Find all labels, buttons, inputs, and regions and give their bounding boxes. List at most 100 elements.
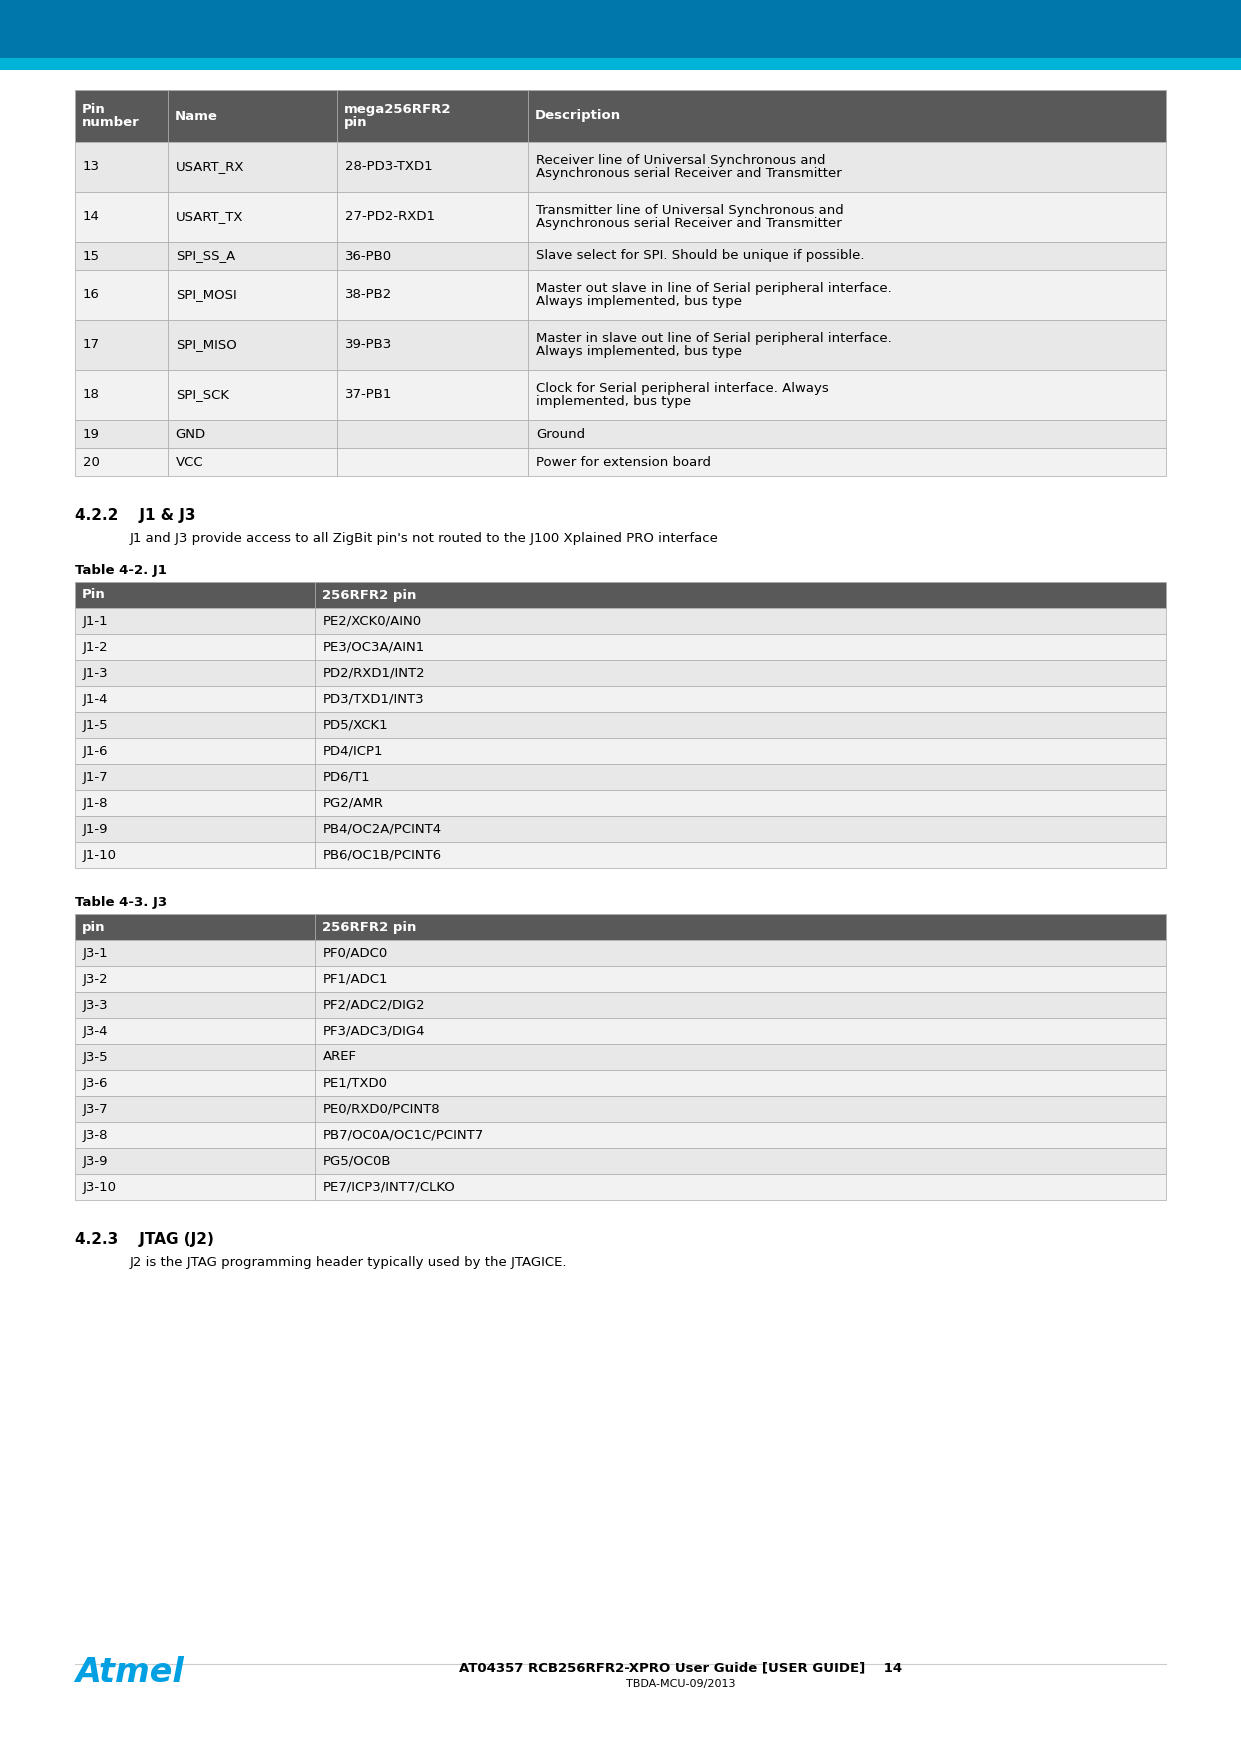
Text: 16: 16 — [83, 288, 99, 302]
Bar — [315, 1044, 1167, 1070]
Text: J3-3: J3-3 — [83, 998, 109, 1012]
Text: J1-1: J1-1 — [83, 614, 109, 628]
Text: PE3/OC3A/AIN1: PE3/OC3A/AIN1 — [323, 640, 426, 654]
Text: PF3/ADC3/DIG4: PF3/ADC3/DIG4 — [323, 1024, 426, 1038]
Bar — [74, 1096, 315, 1123]
Text: 37-PB1: 37-PB1 — [345, 388, 392, 402]
Text: Description: Description — [535, 109, 620, 123]
Bar — [315, 582, 1167, 609]
Text: Atmel: Atmel — [74, 1656, 184, 1689]
Bar — [74, 1173, 315, 1200]
Bar — [74, 1123, 315, 1149]
Text: 39-PB3: 39-PB3 — [345, 339, 392, 351]
Text: PB6/OC1B/PCINT6: PB6/OC1B/PCINT6 — [323, 849, 442, 861]
Bar — [527, 142, 1167, 191]
Bar — [315, 1096, 1167, 1123]
Bar — [315, 816, 1167, 842]
Text: 18: 18 — [83, 388, 99, 402]
Text: 15: 15 — [83, 249, 101, 263]
Bar — [336, 191, 527, 242]
Text: 14: 14 — [83, 210, 99, 223]
Text: 28-PD3-TXD1: 28-PD3-TXD1 — [345, 161, 432, 174]
Bar — [74, 660, 315, 686]
Bar — [315, 1123, 1167, 1149]
Text: J3-4: J3-4 — [83, 1024, 108, 1038]
Bar — [74, 816, 315, 842]
Text: PF1/ADC1: PF1/ADC1 — [323, 972, 388, 986]
Bar — [74, 1149, 315, 1173]
Bar — [168, 89, 336, 142]
Bar — [74, 319, 168, 370]
Text: TBDA-MCU-09/2013: TBDA-MCU-09/2013 — [625, 1679, 735, 1689]
Bar — [74, 191, 168, 242]
Text: Slave select for SPI. Should be unique if possible.: Slave select for SPI. Should be unique i… — [536, 249, 864, 263]
Bar — [527, 89, 1167, 142]
Bar — [527, 370, 1167, 419]
Bar — [315, 940, 1167, 966]
Text: J3-2: J3-2 — [83, 972, 109, 986]
Bar — [527, 447, 1167, 475]
Bar — [74, 447, 168, 475]
Text: J1-3: J1-3 — [83, 667, 109, 679]
Text: Asynchronous serial Receiver and Transmitter: Asynchronous serial Receiver and Transmi… — [536, 217, 841, 230]
Text: Ground: Ground — [536, 428, 585, 440]
Bar — [74, 582, 315, 609]
Bar — [74, 270, 168, 319]
Bar — [315, 738, 1167, 765]
Text: Always implemented, bus type: Always implemented, bus type — [536, 295, 742, 309]
Text: J3-6: J3-6 — [83, 1077, 108, 1089]
Text: Table 4-2. J1: Table 4-2. J1 — [74, 565, 166, 577]
Text: number: number — [82, 116, 140, 130]
Text: Receiver line of Universal Synchronous and: Receiver line of Universal Synchronous a… — [536, 154, 825, 167]
Text: pin: pin — [82, 921, 105, 933]
Text: J1-2: J1-2 — [83, 640, 109, 654]
Text: Clock for Serial peripheral interface. Always: Clock for Serial peripheral interface. A… — [536, 382, 829, 395]
Bar — [0, 58, 1241, 70]
Text: Always implemented, bus type: Always implemented, bus type — [536, 346, 742, 358]
Text: Transmitter line of Universal Synchronous and: Transmitter line of Universal Synchronou… — [536, 203, 844, 217]
Bar — [336, 419, 527, 447]
Text: J1-6: J1-6 — [83, 744, 108, 758]
Text: 20: 20 — [83, 456, 99, 468]
Text: PE7/ICP3/INT7/CLKO: PE7/ICP3/INT7/CLKO — [323, 1180, 455, 1193]
Text: Master out slave in line of Serial peripheral interface.: Master out slave in line of Serial perip… — [536, 282, 891, 295]
Bar — [168, 447, 336, 475]
Text: J3-7: J3-7 — [83, 1103, 109, 1116]
Text: 19: 19 — [83, 428, 99, 440]
Text: J3-8: J3-8 — [83, 1128, 108, 1142]
Text: Table 4-3. J3: Table 4-3. J3 — [74, 896, 168, 909]
Bar — [74, 242, 168, 270]
Text: implemented, bus type: implemented, bus type — [536, 395, 691, 409]
Bar — [315, 765, 1167, 789]
Text: SPI_SCK: SPI_SCK — [176, 388, 228, 402]
Text: Asynchronous serial Receiver and Transmitter: Asynchronous serial Receiver and Transmi… — [536, 167, 841, 181]
Bar — [336, 142, 527, 191]
Text: 256RFR2 pin: 256RFR2 pin — [321, 921, 417, 933]
Text: PD4/ICP1: PD4/ICP1 — [323, 744, 383, 758]
Text: USART_RX: USART_RX — [176, 161, 244, 174]
Bar — [168, 370, 336, 419]
Bar — [74, 419, 168, 447]
Bar — [315, 712, 1167, 738]
Text: J1-4: J1-4 — [83, 693, 108, 705]
Bar — [168, 270, 336, 319]
Bar — [74, 738, 315, 765]
Text: PE1/TXD0: PE1/TXD0 — [323, 1077, 388, 1089]
Text: PG2/AMR: PG2/AMR — [323, 796, 383, 810]
Bar — [315, 1017, 1167, 1044]
Text: GND: GND — [176, 428, 206, 440]
Text: J1-5: J1-5 — [83, 719, 109, 731]
Text: J1-8: J1-8 — [83, 796, 108, 810]
Bar — [74, 993, 315, 1017]
Bar — [168, 319, 336, 370]
Bar — [74, 609, 315, 633]
Text: J3-1: J3-1 — [83, 947, 109, 959]
Bar — [336, 270, 527, 319]
Text: USART_TX: USART_TX — [176, 210, 243, 223]
Bar — [74, 765, 315, 789]
Bar — [336, 89, 527, 142]
Bar — [336, 242, 527, 270]
Bar — [315, 1070, 1167, 1096]
Bar — [74, 1017, 315, 1044]
Bar — [315, 789, 1167, 816]
